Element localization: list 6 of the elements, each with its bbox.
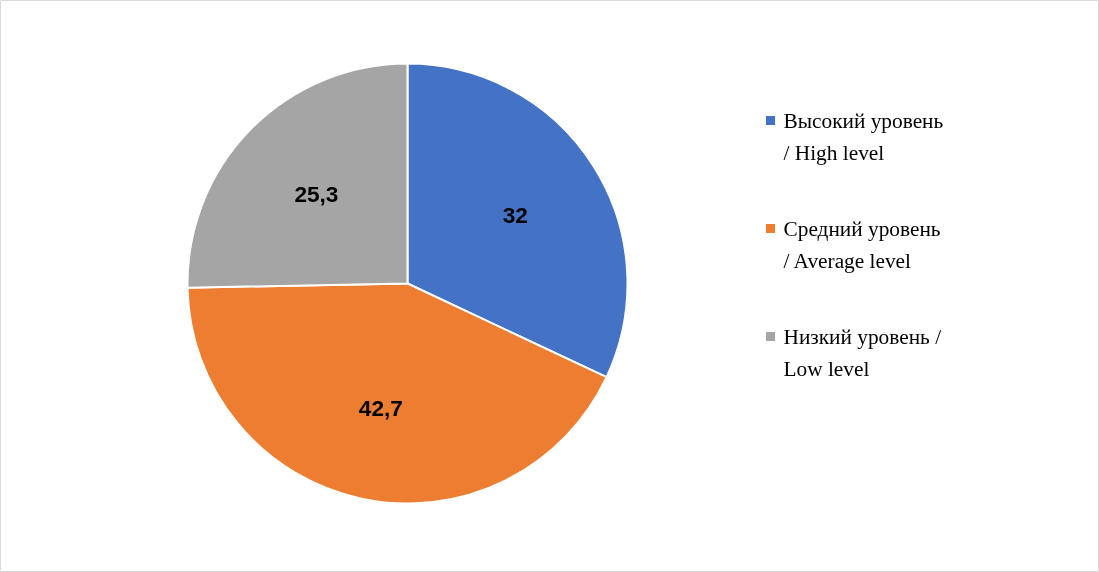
- data-label: 42,7: [358, 394, 403, 421]
- data-label: 32: [502, 201, 528, 228]
- legend-label: Низкий уровень / Low level: [783, 324, 942, 381]
- legend-label: Высокий уровень / High level: [783, 108, 944, 165]
- data-label: 25,3: [294, 180, 339, 207]
- legend-label: Средний уровень / Average level: [783, 216, 941, 273]
